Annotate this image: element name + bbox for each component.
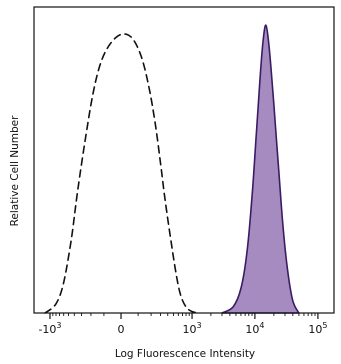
x-axis-label: Log Fluorescence Intensity [115, 348, 255, 360]
x-tick-label: 104 [245, 321, 264, 336]
x-tick-label: -103 [38, 321, 61, 336]
series-1-filled-peak [221, 24, 300, 314]
x-tick-label: 103 [183, 321, 202, 336]
x-tick-label: 0 [118, 323, 125, 336]
y-axis-label: Relative Cell Number [9, 115, 21, 227]
x-tick-label: 105 [308, 321, 327, 336]
series-0-dashed-peak [44, 33, 200, 314]
plot-frame [33, 6, 335, 314]
